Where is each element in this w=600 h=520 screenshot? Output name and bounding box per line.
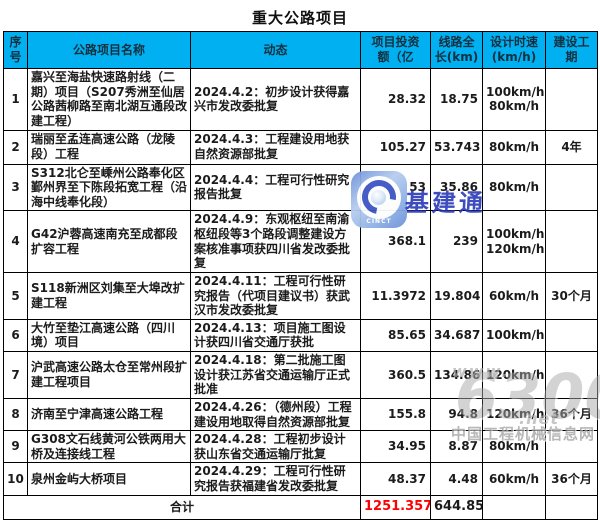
header-investment: 项目投资 额（亿 [360, 31, 431, 69]
cell-length: 35.86 [430, 163, 483, 212]
total-speed [482, 494, 546, 520]
cell-construction-period: 36个月 [545, 462, 598, 496]
table-row: 4 G42沪蓉高速南充至成都段扩容工程 2024.4.9：东观枢纽至南渝枢纽段等3个… [3, 210, 598, 273]
cell-project-name: G308文石线黄河公铁两用大桥及连接线工程 [27, 430, 191, 464]
cell-length: 34.687 [430, 318, 483, 353]
cell-construction-period [545, 210, 598, 273]
cell-project-name: 济南至宁津高速公路工程 [27, 397, 191, 432]
cell-length: 134.86 [430, 351, 483, 399]
header-dynamic: 动态 [190, 31, 361, 69]
cell-length: 19.804 [430, 271, 483, 320]
cell-dynamic: 2024.4.28：工程初步设计获山东省交通运输厅批复 [190, 430, 361, 464]
cell-design-speed: 80km/h [482, 163, 546, 212]
cell-serial-number: 6 [3, 318, 28, 353]
cell-construction-period: 30个月 [545, 271, 598, 320]
cell-project-name: 沪武高速公路太仓至常州段扩建工程项目 [27, 351, 191, 399]
total-row: 合计 1251.357 644.854 [3, 494, 598, 520]
table-row: 1 嘉兴至海盐快速路射线（二期）项目（S207秀洲至仙居公路茜柳路至南北湖互通段改… [3, 68, 598, 131]
total-period [545, 494, 598, 520]
cell-dynamic: 2024.4.2：初步设计获得嘉兴市发改委批复 [190, 68, 361, 131]
cell-serial-number: 4 [3, 210, 28, 273]
header-project-name: 公路项目名称 [27, 31, 191, 69]
cell-length: 8.87 [430, 430, 483, 464]
table-row: 6 大竹至垫江高速公路（四川境）项目 2024.4.13：项目施工图设计获四川省交通… [3, 318, 598, 353]
cell-project-name: 泉州金屿大桥项目 [27, 462, 191, 496]
cell-design-speed: 100km/h 120km/h [482, 210, 546, 273]
table-row: 10 泉州金屿大桥项目 2024.4.29：工程可行性研究报告获福建省发改委批复 48… [3, 462, 598, 496]
header-length: 线路全 长(km) [430, 31, 483, 69]
cell-dynamic: 2024.4.13：项目施工图设计获四川省交通厅获批 [190, 318, 361, 353]
cell-design-speed: 80km/h [482, 129, 546, 165]
cell-investment: 360.5 [360, 351, 431, 399]
cell-construction-period: 4年 [545, 129, 598, 165]
table-row: 9 G308文石线黄河公铁两用大桥及连接线工程 2024.4.28：工程初步设计获山… [3, 430, 598, 464]
cell-investment: 11.3972 [360, 271, 431, 320]
cell-investment: 105.27 [360, 129, 431, 165]
cell-project-name: 瑞丽至孟连高速公路（龙陵段）工程 [27, 129, 191, 165]
cell-dynamic: 2024.4.4：工程可行性研究报告批复 [190, 163, 361, 212]
table-row: 2 瑞丽至孟连高速公路（龙陵段）工程 2024.4.3：工程建设用地获自然资源部批复… [3, 129, 598, 165]
cell-serial-number: 1 [3, 68, 28, 131]
cell-length: 18.75 [430, 68, 483, 131]
cell-project-name: G42沪蓉高速南充至成都段扩容工程 [27, 210, 191, 273]
cell-serial-number: 7 [3, 351, 28, 399]
cell-investment: 48.37 [360, 462, 431, 496]
cell-investment: 155.8 [360, 397, 431, 432]
cell-investment: 28.32 [360, 68, 431, 131]
cell-serial-number: 10 [3, 462, 28, 496]
cell-construction-period [545, 351, 598, 399]
table-row: 5 S118新洲区刘集至大埠改扩建工程 2024.4.11：工程可行性研究报告（代项… [3, 271, 598, 320]
total-length: 644.854 [430, 494, 483, 520]
cell-design-speed: 60km/h [482, 271, 546, 320]
cell-investment: 53 [360, 163, 431, 212]
cell-dynamic: 2024.4.3：工程建设用地获自然资源部批复 [190, 129, 361, 165]
table-row: 3 S312北仑至嵊州公路奉化区鄞州界至下陈段拓宽工程（沿海中线奉化段） 2024.… [3, 163, 598, 212]
cell-serial-number: 8 [3, 397, 28, 432]
highway-projects-table: 序 号 公路项目名称 动态 项目投资 额（亿 线路全 长(km) 设计时速 (k… [3, 31, 598, 520]
header-design-speed: 设计时速 (km/h) [482, 31, 546, 69]
cell-design-speed: 60km/h [482, 462, 546, 496]
cell-length: 4.48 [430, 462, 483, 496]
cell-investment: 34.95 [360, 430, 431, 464]
cell-project-name: S312北仑至嵊州公路奉化区鄞州界至下陈段拓宽工程（沿海中线奉化段） [27, 163, 191, 212]
cell-construction-period [545, 68, 598, 131]
cell-construction-period [545, 163, 598, 212]
table-row: 7 沪武高速公路太仓至常州段扩建工程项目 2024.4.18：第二批施工图设计获江苏… [3, 351, 598, 399]
total-label: 合计 [3, 494, 361, 520]
cell-design-speed: 80km/h [482, 430, 546, 464]
cell-serial-number: 2 [3, 129, 28, 165]
cell-construction-period: 36个月 [545, 397, 598, 432]
cell-serial-number: 5 [3, 271, 28, 320]
page-title: 重大公路项目 [251, 9, 348, 27]
cell-dynamic: 2024.4.18：第二批施工图设计获江苏省交通运输厅正式批准 [190, 351, 361, 399]
cell-length: 53.743 [430, 129, 483, 165]
total-investment: 1251.357 [360, 494, 431, 520]
cell-construction-period [545, 430, 598, 464]
cell-investment: 85.65 [360, 318, 431, 353]
cell-dynamic: 2024.4.26：（德州段）工程建设用地取得自然资源部批复 [190, 397, 361, 432]
cell-design-speed: 120km/h [482, 397, 546, 432]
cell-design-speed: 100km/h [482, 318, 546, 353]
cell-design-speed: 120km/h [482, 351, 546, 399]
cell-serial-number: 3 [3, 163, 28, 212]
header-row: 序 号 公路项目名称 动态 项目投资 额（亿 线路全 长(km) 设计时速 (k… [3, 31, 598, 69]
cell-serial-number: 9 [3, 430, 28, 464]
cell-project-name: S118新洲区刘集至大埠改扩建工程 [27, 271, 191, 320]
cell-design-speed: 100km/h 80km/h [482, 68, 546, 131]
cell-construction-period [545, 318, 598, 353]
cell-investment: 368.1 [360, 210, 431, 273]
cell-dynamic: 2024.4.29：工程可行性研究报告获福建省发改委批复 [190, 462, 361, 496]
cell-dynamic: 2024.4.11：工程可行性研究报告（代项目建议书）获武汉市发改委批复 [190, 271, 361, 320]
cell-dynamic: 2024.4.9：东观枢纽至南渝枢纽段等3个路段调整建设方案核准事项获四川省发改… [190, 210, 361, 273]
cell-length: 239 [430, 210, 483, 273]
table-row: 8 济南至宁津高速公路工程 2024.4.26：（德州段）工程建设用地取得自然资源部… [3, 397, 598, 432]
cell-project-name: 大竹至垫江高速公路（四川境）项目 [27, 318, 191, 353]
header-construction-period: 建设工 期 [545, 31, 598, 69]
cell-length: 94.8 [430, 397, 483, 432]
cell-project-name: 嘉兴至海盐快速路射线（二期）项目（S207秀洲至仙居公路茜柳路至南北湖互通段改建… [27, 68, 191, 131]
header-serial-number: 序 号 [3, 31, 28, 69]
